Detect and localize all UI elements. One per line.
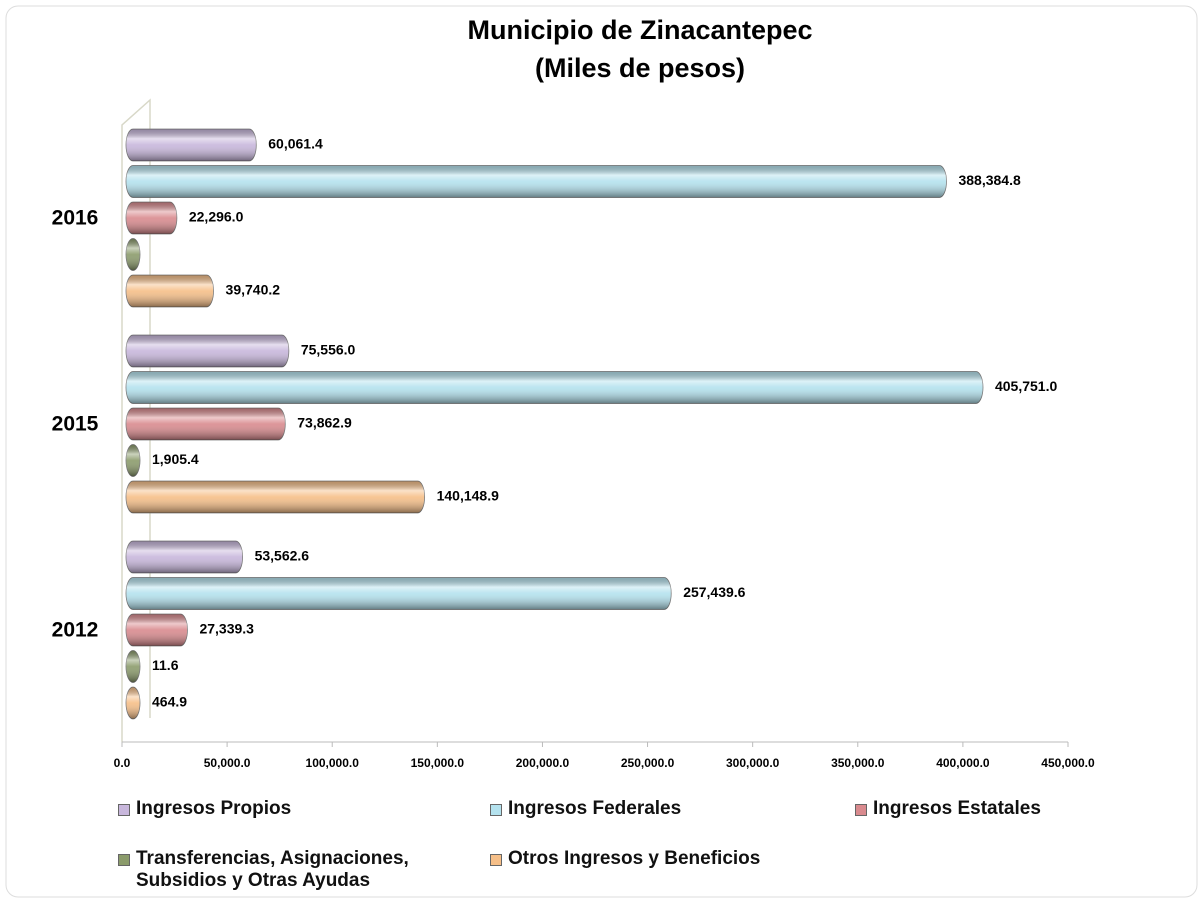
x-tick-label: 300,000.0	[726, 756, 780, 770]
value-label: 405,751.0	[995, 378, 1057, 394]
value-label: 75,556.0	[301, 342, 356, 358]
bar-shade	[126, 165, 947, 198]
bar-shade	[126, 129, 257, 161]
x-tick-label: 250,000.0	[621, 756, 675, 770]
chart-subtitle: (Miles de pesos)	[535, 53, 745, 83]
bar-shade	[126, 541, 243, 573]
legend-label: Ingresos Federales	[508, 798, 682, 819]
value-label: 464.9	[152, 694, 187, 710]
legend-item: Ingresos Federales	[490, 798, 681, 820]
value-label: 53,562.6	[255, 548, 310, 564]
x-tick-label: 200,000.0	[516, 756, 570, 770]
bar-shade	[126, 650, 140, 683]
x-tick-label: 0.0	[114, 756, 131, 770]
bar-shade	[126, 444, 140, 477]
legend-swatch	[490, 854, 502, 866]
x-tick-label: 400,000.0	[936, 756, 990, 770]
bar-shade	[126, 577, 672, 610]
bar-shade	[126, 335, 289, 367]
chart-frame	[5, 5, 1198, 898]
bar-shade	[126, 614, 188, 646]
value-label: 11.6	[152, 657, 179, 673]
legend-item: Transferencias, Asignaciones, Subsidios …	[118, 848, 438, 892]
value-label: 257,439.6	[683, 584, 745, 600]
legend-item: Ingresos Estatales	[855, 798, 1041, 820]
value-label: 1,905.4	[152, 451, 199, 467]
legend-item: Otros Ingresos y Beneficios	[490, 848, 760, 870]
bar-shade	[126, 371, 983, 404]
value-label: 27,339.3	[199, 621, 254, 637]
legend-label: Transferencias, Asignaciones, Subsidios …	[136, 848, 409, 891]
bar-shade	[126, 687, 140, 719]
category-label: 2015	[52, 413, 99, 436]
legend-item: Ingresos Propios	[118, 798, 291, 820]
value-label: 22,296.0	[189, 209, 244, 225]
value-label: 388,384.8	[958, 172, 1020, 188]
legend-label: Ingresos Propios	[136, 798, 292, 819]
chart-title: Municipio de Zinacantepec	[467, 15, 812, 45]
legend-swatch	[490, 804, 502, 816]
legend-label: Ingresos Estatales	[873, 798, 1041, 819]
category-label: 2016	[52, 207, 99, 230]
value-label: 60,061.4	[268, 136, 323, 152]
bar-shade	[126, 481, 425, 513]
value-label: 73,862.9	[297, 415, 352, 431]
legend-swatch	[118, 854, 130, 866]
x-tick-label: 50,000.0	[204, 756, 251, 770]
bar-shade	[126, 275, 214, 307]
bar-shade	[126, 202, 177, 234]
bar-shade	[126, 408, 286, 440]
value-label: 39,740.2	[226, 282, 281, 298]
bar-shade	[126, 238, 140, 271]
legend-swatch	[118, 804, 130, 816]
legend-label: Otros Ingresos y Beneficios	[508, 848, 761, 869]
legend-swatch	[855, 804, 867, 816]
x-tick-label: 450,000.0	[1041, 756, 1095, 770]
x-tick-label: 350,000.0	[831, 756, 885, 770]
value-label: 140,148.9	[437, 488, 499, 504]
x-tick-label: 100,000.0	[306, 756, 360, 770]
x-tick-label: 150,000.0	[411, 756, 465, 770]
category-label: 2012	[52, 619, 99, 642]
